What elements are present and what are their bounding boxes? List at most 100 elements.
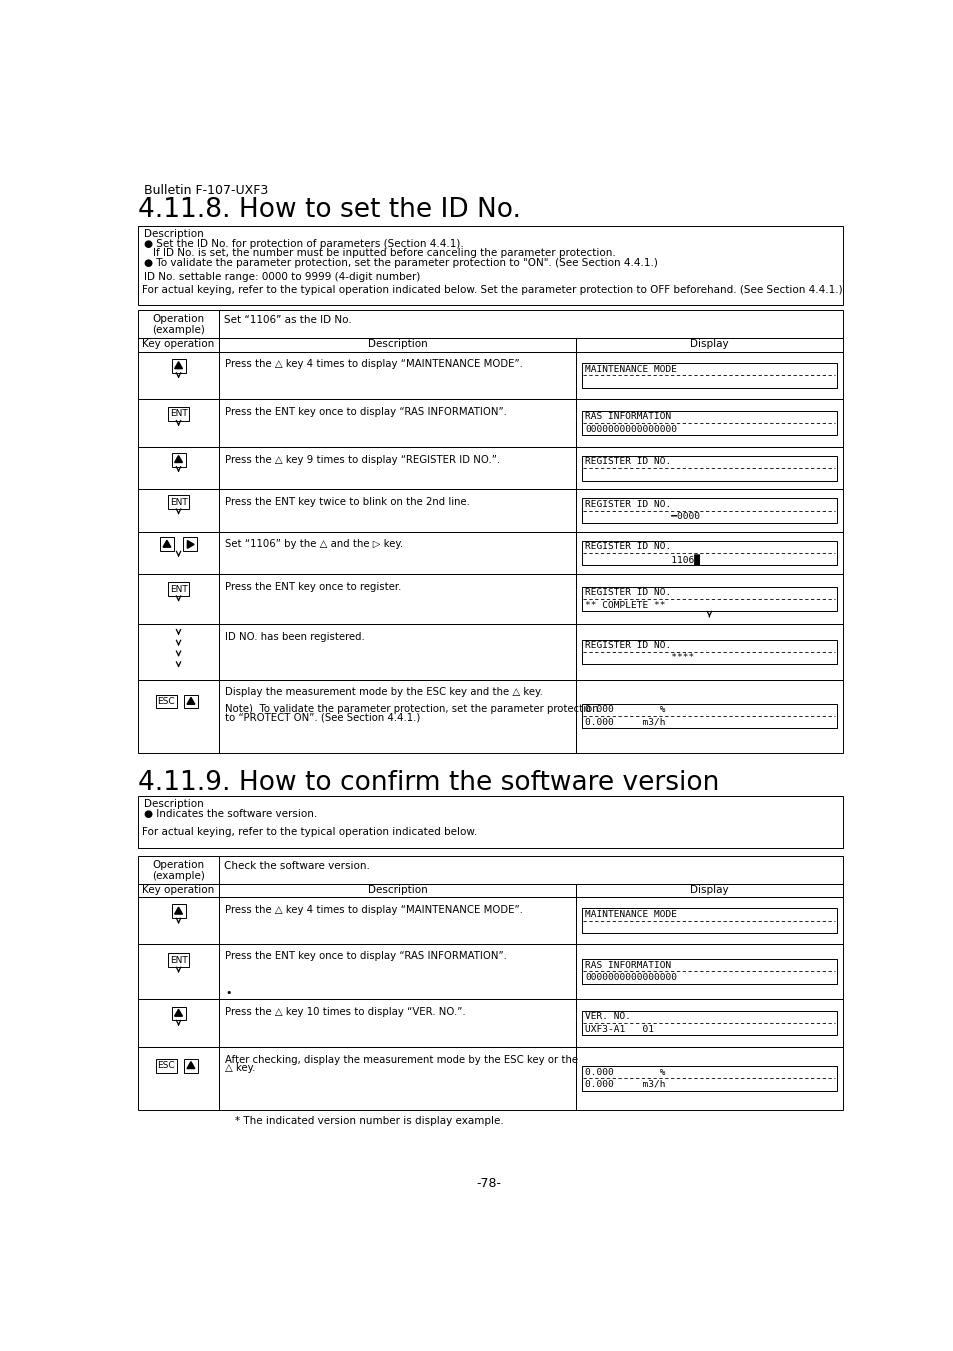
Text: REGISTER ID NO.: REGISTER ID NO. [584, 642, 671, 650]
Bar [219, 884, 575, 897]
Bar [172, 359, 185, 373]
Bar [168, 496, 189, 509]
Text: Press the ENT key once to display “RAS INFORMATION”.: Press the ENT key once to display “RAS I… [225, 407, 507, 417]
Bar [160, 538, 173, 551]
Text: For actual keying, refer to the typical operation indicated below. Set the param: For actual keying, refer to the typical … [142, 285, 841, 296]
Text: Operation
(example): Operation (example) [152, 313, 205, 335]
Text: ESC: ESC [157, 697, 174, 707]
Bar [155, 694, 176, 708]
Text: ESC: ESC [157, 1062, 174, 1070]
Text: ● Indicates the software version.: ● Indicates the software version. [144, 809, 317, 819]
Bar [581, 411, 836, 435]
Bar [575, 1047, 842, 1111]
Bar [219, 309, 842, 338]
Polygon shape [174, 907, 182, 915]
Polygon shape [187, 540, 193, 549]
Text: ****: **** [584, 654, 694, 662]
Bar [219, 532, 575, 574]
Text: Description: Description [367, 339, 427, 349]
Bar [581, 959, 836, 984]
Text: △ key.: △ key. [225, 1063, 255, 1073]
Bar [219, 447, 575, 489]
Text: RAS INFORMATION: RAS INFORMATION [584, 412, 671, 422]
Bar [219, 624, 575, 680]
Text: Display: Display [689, 885, 728, 896]
Bar [575, 884, 842, 897]
Bar [219, 574, 575, 624]
Bar [575, 447, 842, 489]
Text: -78-: -78- [476, 1177, 501, 1190]
Polygon shape [174, 362, 182, 369]
Bar [137, 489, 219, 532]
Text: Description: Description [144, 798, 204, 809]
Bar [219, 897, 575, 943]
Bar [575, 943, 842, 1000]
Text: For actual keying, refer to the typical operation indicated below.: For actual keying, refer to the typical … [142, 827, 476, 836]
Text: ID NO. has been registered.: ID NO. has been registered. [225, 632, 365, 642]
Bar [137, 796, 842, 848]
Text: 0.000        %: 0.000 % [584, 1067, 665, 1077]
Text: Check the software version.: Check the software version. [224, 861, 370, 871]
Polygon shape [174, 1009, 182, 1016]
Bar [137, 1047, 219, 1111]
Text: 1106█: 1106█ [584, 554, 700, 565]
Bar [137, 1000, 219, 1047]
Text: Press the ENT key once to display “RAS INFORMATION”.: Press the ENT key once to display “RAS I… [225, 951, 507, 962]
Text: Press the △ key 4 times to display “MAINTENANCE MODE”.: Press the △ key 4 times to display “MAIN… [225, 359, 523, 369]
Text: Bulletin F-107-UXF3: Bulletin F-107-UXF3 [144, 184, 268, 197]
Bar [219, 943, 575, 1000]
Bar [219, 680, 575, 753]
Bar [137, 532, 219, 574]
Bar [172, 904, 185, 919]
Bar [581, 908, 836, 934]
Bar [137, 226, 842, 304]
Text: Press the ENT key once to register.: Press the ENT key once to register. [225, 582, 401, 592]
Bar [137, 447, 219, 489]
Polygon shape [163, 540, 171, 547]
Bar [219, 351, 575, 400]
Bar [137, 897, 219, 943]
Bar [581, 499, 836, 523]
Text: 0.000     m3/h: 0.000 m3/h [584, 717, 665, 727]
Bar [219, 1047, 575, 1111]
Bar [581, 586, 836, 612]
Bar [219, 857, 842, 884]
Bar [219, 338, 575, 351]
Text: Operation
(example): Operation (example) [152, 859, 205, 881]
Bar [575, 489, 842, 532]
Text: REGISTER ID NO.: REGISTER ID NO. [584, 588, 671, 597]
Text: Press the △ key 4 times to display “MAINTENANCE MODE”.: Press the △ key 4 times to display “MAIN… [225, 905, 523, 915]
Bar [219, 400, 575, 447]
Bar [581, 639, 836, 665]
Text: 0.000        %: 0.000 % [584, 705, 665, 715]
Bar [581, 1066, 836, 1090]
Text: MAINTENANCE MODE: MAINTENANCE MODE [584, 909, 677, 919]
Text: Description: Description [144, 230, 204, 239]
Text: ━0000: ━0000 [584, 512, 700, 521]
Text: REGISTER ID NO.: REGISTER ID NO. [584, 542, 671, 551]
Bar [137, 338, 219, 351]
Bar [155, 1059, 176, 1073]
Text: 0000000000000000: 0000000000000000 [584, 973, 677, 982]
Text: RAS INFORMATION: RAS INFORMATION [584, 961, 671, 970]
Text: Set “1106” by the △ and the ▷ key.: Set “1106” by the △ and the ▷ key. [225, 539, 403, 550]
Text: 4.11.9. How to confirm the software version: 4.11.9. How to confirm the software vers… [137, 770, 719, 796]
Text: Note)  To validate the parameter protection, set the parameter protection: Note) To validate the parameter protecti… [225, 704, 598, 715]
Bar [184, 694, 197, 708]
Bar [137, 680, 219, 753]
Bar [137, 309, 219, 338]
Bar [172, 1006, 185, 1020]
Text: ● To validate the parameter protection, set the parameter protection to "ON". (S: ● To validate the parameter protection, … [144, 258, 658, 269]
Text: Press the ENT key twice to blink on the 2nd line.: Press the ENT key twice to blink on the … [225, 497, 470, 507]
Text: VER. NO.: VER. NO. [584, 1012, 630, 1021]
Bar [137, 857, 219, 884]
Text: Press the △ key 9 times to display “REGISTER ID NO.”.: Press the △ key 9 times to display “REGI… [225, 455, 500, 465]
Bar [168, 582, 189, 596]
Bar [219, 489, 575, 532]
Bar [575, 400, 842, 447]
Text: Press the △ key 10 times to display “VER. NO.”.: Press the △ key 10 times to display “VER… [225, 1006, 466, 1017]
Bar [137, 351, 219, 400]
Bar [575, 338, 842, 351]
Bar [137, 400, 219, 447]
Bar [168, 954, 189, 967]
